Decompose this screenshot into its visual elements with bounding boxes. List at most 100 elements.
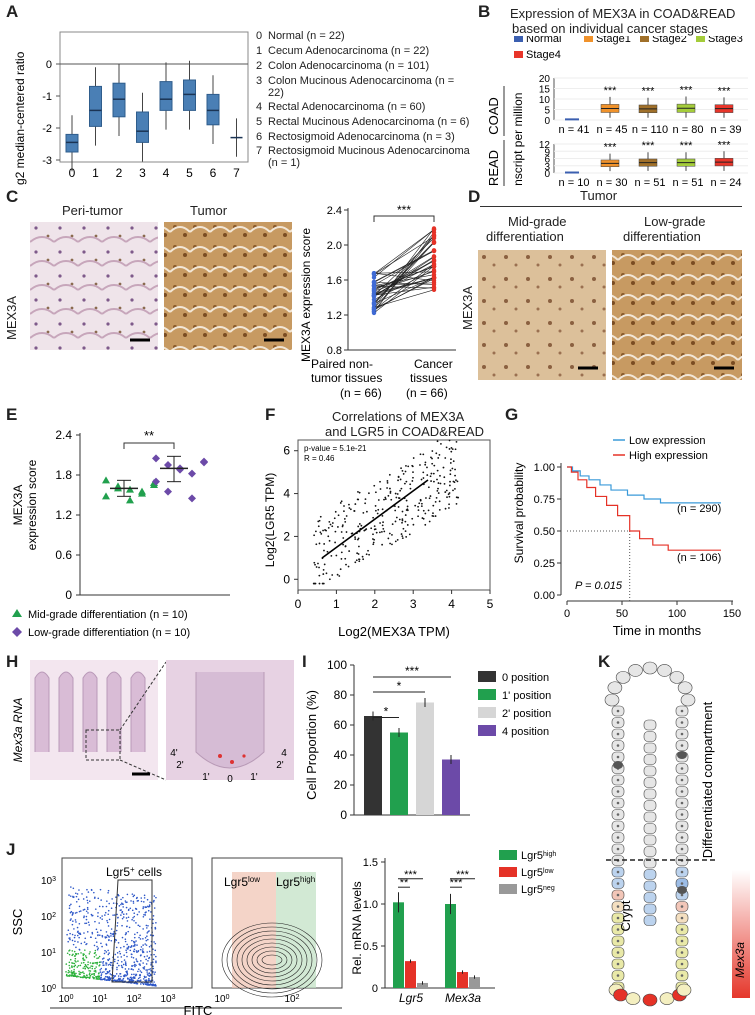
- f-point: [349, 508, 352, 511]
- j-flow-point: [148, 905, 151, 908]
- f-point: [449, 462, 452, 464]
- j-flow-point: [101, 915, 103, 917]
- f-point: [432, 472, 435, 475]
- c-point-cancer: [431, 240, 437, 246]
- c-x1b: tumor tissues: [311, 371, 382, 385]
- k-nucleus: [680, 813, 684, 816]
- g-ytick-label: 0.75: [534, 494, 555, 506]
- j-flow-point: [131, 964, 133, 967]
- f-point: [389, 490, 392, 493]
- f-point: [357, 498, 360, 501]
- j-flow-point: [120, 956, 123, 958]
- f-point: [353, 510, 356, 512]
- f-point: [364, 502, 367, 505]
- f-point: [393, 505, 396, 508]
- j-flow-point: [119, 972, 122, 975]
- f-xtick-label: 5: [487, 597, 494, 611]
- f-ytick-label: 4: [283, 487, 290, 501]
- j-flow-point: [147, 924, 149, 927]
- j-flow-point: [146, 898, 149, 901]
- j-flow-point: [108, 976, 111, 978]
- j-flow-point: [146, 982, 149, 984]
- f-point: [345, 531, 348, 533]
- j-ytick-label: 0.5: [363, 941, 378, 953]
- j-flow-point: [142, 962, 144, 964]
- d-mid-2: differentiation: [486, 229, 564, 244]
- j-flow-point: [79, 933, 81, 935]
- f-point: [348, 507, 351, 509]
- j-flow-point: [106, 934, 109, 937]
- j-flow-point: [108, 958, 111, 960]
- j-flow-point: [144, 982, 146, 984]
- f-point: [431, 450, 434, 452]
- f-point: [358, 523, 361, 525]
- i-legend-label: 0 position: [502, 672, 549, 684]
- a-xtick-label: 1: [92, 166, 99, 180]
- j-flow-point: [89, 974, 92, 977]
- j-flow-point: [103, 971, 105, 973]
- k-nucleus: [680, 951, 684, 954]
- j-flow-point: [133, 912, 136, 915]
- f-point: [322, 573, 325, 575]
- k-cell: [643, 892, 657, 903]
- j-flow-point: [131, 893, 134, 895]
- f-point: [404, 530, 407, 533]
- k-nucleus: [616, 778, 620, 782]
- j-flow-point: [145, 958, 147, 961]
- c-pair-line: [373, 271, 435, 292]
- b-title-1: Expression of MEX3A in COAD&READ: [510, 6, 736, 21]
- c-peri-label: Peri-tumor: [62, 203, 123, 218]
- j-flow-point: [134, 974, 137, 977]
- j-flow-point: [89, 951, 91, 953]
- k-cell: [643, 823, 657, 834]
- j-flow-point: [82, 967, 85, 969]
- g-ylabel: Survival probability: [512, 463, 526, 564]
- j-flow-point: [112, 914, 114, 916]
- j-flow-point: [68, 904, 71, 907]
- j-flow-point: [71, 972, 74, 974]
- f-point: [439, 474, 441, 477]
- h-zoom-box: [85, 729, 121, 761]
- f-point: [400, 467, 402, 470]
- c-point-cancer: [431, 282, 437, 287]
- b-legend-swatch: [514, 51, 523, 58]
- c-point-normal: [371, 310, 377, 316]
- j-flow-point: [120, 914, 122, 916]
- f-point: [328, 520, 331, 523]
- c-ihc-images: [30, 222, 292, 350]
- j-flow-point: [74, 940, 76, 943]
- f-point: [431, 462, 434, 465]
- k-nucleus: [616, 732, 620, 736]
- b-box: [565, 171, 579, 174]
- f-point: [344, 557, 347, 560]
- j-legend-label: Lgr5low: [521, 867, 554, 879]
- j-high-label: Lgr5high: [276, 875, 315, 890]
- j-flow-point: [126, 943, 128, 946]
- j-flow-point: [92, 976, 94, 978]
- c-pair-line: [373, 229, 435, 278]
- j-flow-point: [109, 932, 112, 935]
- f-point: [454, 474, 456, 477]
- j-flow-point: [73, 965, 75, 968]
- b-n-label: n = 10: [559, 177, 590, 186]
- j-flow-point: [75, 953, 78, 955]
- j-flow-point: [74, 974, 76, 977]
- j-flow-point: [67, 940, 69, 943]
- j-flow-point: [104, 914, 106, 916]
- j-flow-point: [87, 961, 89, 963]
- c-pair-line: [373, 277, 435, 304]
- h-position-label: 0: [227, 774, 233, 785]
- j-flow-point: [102, 905, 104, 908]
- a-box: [112, 82, 126, 118]
- f-point: [377, 499, 380, 501]
- j-flow-point: [139, 974, 142, 977]
- b-sig: ***: [604, 142, 618, 154]
- j-flow-point: [127, 909, 130, 912]
- k-stem-cell: [625, 992, 641, 1005]
- j-flow-point: [105, 931, 108, 933]
- f-point: [401, 510, 404, 513]
- j-flow-point: [108, 979, 111, 982]
- f-pvalue: p-value = 5.1e-21: [304, 444, 367, 453]
- j-flow-point: [78, 910, 81, 913]
- j-contour: [236, 934, 308, 986]
